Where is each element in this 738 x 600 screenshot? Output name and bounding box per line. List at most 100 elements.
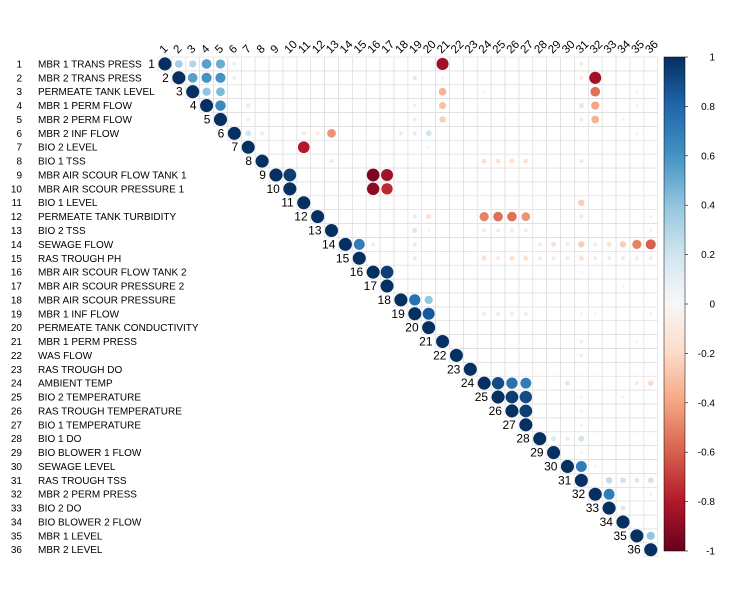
grid-cell bbox=[435, 251, 450, 266]
grid-cell bbox=[365, 195, 381, 210]
grid-cell bbox=[490, 292, 506, 308]
grid-cell bbox=[532, 70, 547, 86]
grid-cell bbox=[282, 98, 298, 113]
grid-cell bbox=[601, 292, 617, 308]
correlation-circle bbox=[297, 141, 310, 154]
grid-cell bbox=[601, 167, 617, 183]
column-number-label: 4 bbox=[199, 43, 212, 56]
grid-cell bbox=[587, 167, 603, 183]
grid-cell bbox=[532, 264, 547, 280]
grid-cell bbox=[532, 292, 547, 308]
grid-cell bbox=[338, 70, 353, 86]
grid-cell bbox=[352, 126, 367, 141]
grid-cell bbox=[449, 167, 464, 183]
diagonal-number-label: 36 bbox=[627, 543, 641, 557]
correlation-circle bbox=[412, 242, 417, 247]
row-number: 10 bbox=[11, 184, 23, 195]
grid-cell bbox=[254, 98, 270, 113]
correlation-circle bbox=[523, 228, 528, 233]
diagonal-circle bbox=[172, 71, 186, 85]
grid-cell bbox=[463, 320, 478, 335]
grid-cell bbox=[324, 112, 339, 127]
correlation-circle bbox=[509, 311, 515, 316]
row-number: 9 bbox=[16, 170, 22, 181]
grid-cell bbox=[587, 56, 603, 72]
correlation-circle bbox=[621, 395, 625, 399]
correlation-circle bbox=[523, 311, 528, 316]
grid-cell bbox=[407, 56, 423, 72]
grid-cell bbox=[365, 84, 381, 99]
grid-cell bbox=[587, 139, 603, 155]
colorbar-tick-label: -0.6 bbox=[698, 448, 716, 459]
grid-cell bbox=[629, 209, 645, 224]
diagonal-circle bbox=[311, 210, 325, 224]
diagonal-circle bbox=[380, 279, 394, 293]
grid-cell bbox=[546, 264, 561, 280]
column-number-label: 2 bbox=[171, 43, 184, 56]
grid-cell bbox=[421, 98, 436, 113]
grid-cell bbox=[365, 56, 381, 72]
grid-cell bbox=[449, 181, 464, 197]
grid-cell bbox=[518, 362, 534, 377]
row-number: 3 bbox=[16, 87, 22, 98]
grid-cell bbox=[490, 362, 506, 377]
grid-cell bbox=[449, 84, 464, 99]
row-variable-name: MBR 1 PERM PRESS bbox=[38, 337, 137, 348]
diagonal-circle bbox=[436, 335, 450, 349]
correlation-circle bbox=[371, 242, 376, 247]
correlation-circle bbox=[425, 130, 432, 137]
correlation-circle bbox=[649, 492, 653, 496]
grid-cell bbox=[365, 70, 381, 86]
grid-cell bbox=[365, 112, 381, 127]
grid-cell bbox=[310, 84, 325, 99]
grid-cell bbox=[421, 56, 436, 72]
grid-cell bbox=[574, 375, 589, 391]
grid-cell bbox=[449, 70, 464, 86]
diagonal-number-label: 23 bbox=[447, 362, 461, 376]
row-number: 34 bbox=[11, 517, 23, 528]
grid-cell bbox=[587, 375, 603, 391]
grid-cell bbox=[587, 431, 603, 446]
correlation-circle bbox=[565, 256, 570, 261]
diagonal-circle bbox=[477, 376, 491, 390]
grid-cell bbox=[296, 112, 311, 127]
grid-cell bbox=[615, 320, 631, 335]
grid-cell bbox=[518, 237, 534, 252]
correlation-circle bbox=[620, 505, 626, 511]
row-number: 15 bbox=[11, 254, 23, 265]
grid-cell bbox=[463, 70, 478, 86]
grid-cell bbox=[365, 251, 381, 266]
grid-cell bbox=[227, 84, 242, 99]
correlation-circle bbox=[506, 377, 518, 389]
grid-cell bbox=[463, 334, 478, 349]
grid-cell bbox=[532, 209, 547, 224]
correlation-circle bbox=[579, 353, 584, 358]
grid-cell bbox=[407, 264, 423, 280]
row-number: 29 bbox=[11, 448, 23, 459]
diagonal-circle bbox=[158, 57, 172, 71]
correlation-circle bbox=[564, 380, 570, 386]
correlation-circle bbox=[495, 256, 501, 261]
grid-cell bbox=[518, 126, 534, 141]
grid-cell bbox=[463, 126, 478, 141]
grid-cell bbox=[449, 292, 464, 308]
grid-cell bbox=[476, 181, 492, 197]
diagonal-number-label: 34 bbox=[600, 515, 614, 529]
grid-cell bbox=[601, 445, 617, 460]
grid-cell bbox=[615, 139, 631, 155]
diagonal-circle bbox=[533, 432, 547, 446]
row-variable-name: BIO 1 LEVEL bbox=[38, 198, 98, 209]
grid-cell bbox=[601, 195, 617, 210]
diagonal-circle bbox=[616, 515, 630, 529]
column-number-label: 6 bbox=[227, 43, 240, 56]
row-number: 31 bbox=[11, 476, 23, 487]
correlation-circle bbox=[509, 158, 515, 164]
grid-cell bbox=[629, 348, 645, 363]
colorbar-tick-label: 0.6 bbox=[701, 151, 715, 162]
grid-cell bbox=[393, 251, 409, 266]
grid-cell bbox=[379, 126, 395, 141]
grid-cell bbox=[532, 348, 547, 363]
grid-cell bbox=[629, 112, 645, 127]
correlation-circle bbox=[438, 87, 447, 96]
diagonal-number-label: 1 bbox=[148, 57, 155, 71]
